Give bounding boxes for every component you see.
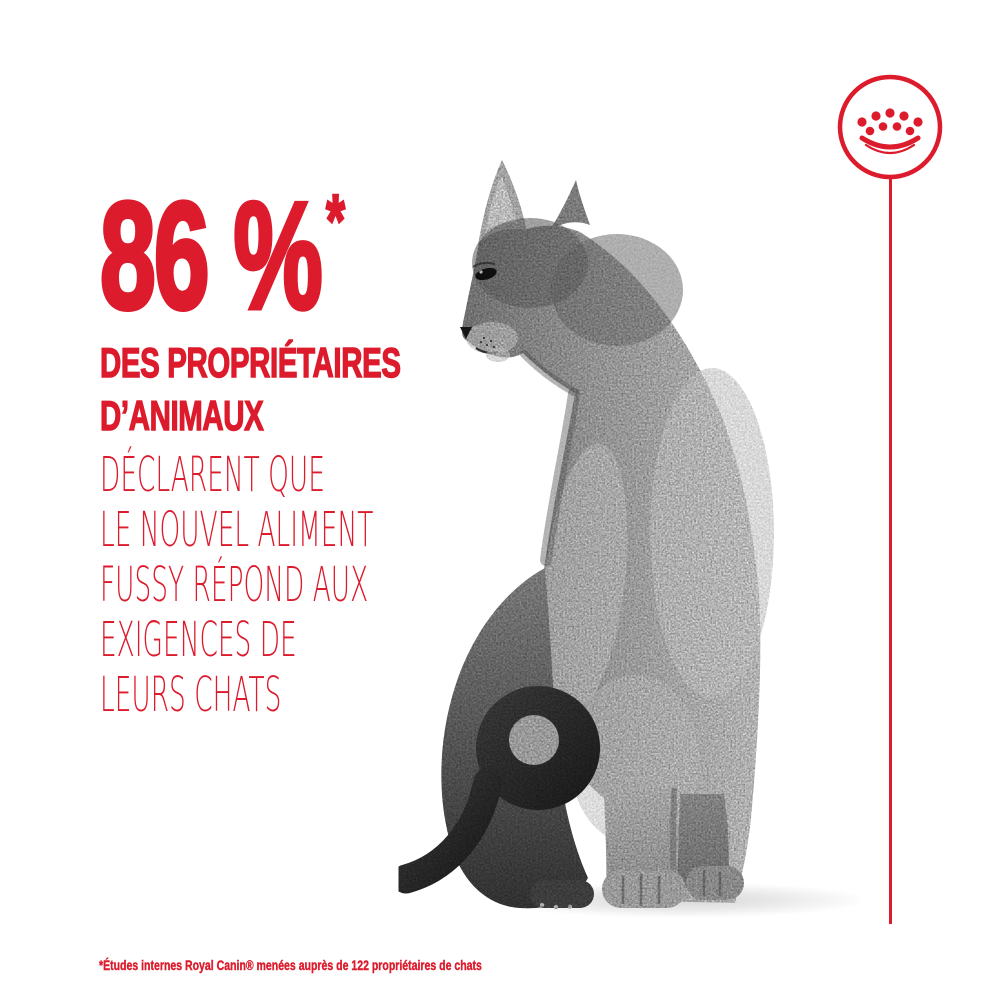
crown-band-thin xyxy=(864,143,916,155)
stat-value: 86 % xyxy=(98,171,324,341)
cat-back-highlight xyxy=(650,368,774,698)
headline-light: DÉCLARENT QUE LE NOUVEL ALIMENT FUSSY RÉ… xyxy=(100,448,373,723)
stat-asterisk: * xyxy=(325,179,346,262)
cat-brow-line xyxy=(472,262,496,268)
stat-86-percent: 86 %* xyxy=(98,178,346,335)
logo-circle xyxy=(837,74,943,180)
cat-toe-lines-far xyxy=(702,870,722,896)
crown-logo-icon xyxy=(837,74,943,180)
cat-photo xyxy=(391,160,860,918)
cat-muzzle-highlight xyxy=(466,322,518,354)
logo-stem-line xyxy=(889,176,892,924)
cat-claw xyxy=(567,904,573,910)
cat-toe-lines-near xyxy=(621,874,661,906)
crown-band xyxy=(859,135,921,150)
cat-eye-highlight xyxy=(479,270,483,274)
headline-light-line: DÉCLARENT QUE xyxy=(100,447,325,503)
headline-bold-line: D’ANIMAUX xyxy=(100,391,265,439)
cat-tail-sweep xyxy=(391,767,503,894)
royal-canin-logo xyxy=(835,72,945,182)
cat-hind-paw xyxy=(530,880,594,908)
cat-neck-shadow-line xyxy=(540,388,580,566)
cat-nose xyxy=(460,327,472,339)
headline-light-line: LE NOUVEL ALIMENT xyxy=(100,502,374,558)
cat-paw-near xyxy=(602,870,686,908)
cat-chest-highlight xyxy=(542,443,628,713)
cat-tail-curl xyxy=(476,686,601,810)
cat-front-leg-far xyxy=(677,794,729,888)
headline-light-line: EXIGENCES DE xyxy=(100,612,297,668)
cat-ear-inner xyxy=(486,176,517,231)
cat-paw-far xyxy=(686,866,744,900)
cat-whisker-dots xyxy=(479,336,496,349)
headline-bold-line: DES PROPRIÉTAIRES xyxy=(100,338,402,386)
cat-ear-back xyxy=(550,180,590,230)
cat-claw xyxy=(539,902,545,908)
footnote: *Études internes Royal Canin® menées aup… xyxy=(99,958,482,973)
cat-tail-loop-gap xyxy=(509,708,563,772)
cat-chin-highlight xyxy=(486,348,510,362)
cat-claw xyxy=(553,904,559,910)
headline-light-line: LEURS CHATS xyxy=(100,667,282,723)
crown-pearls xyxy=(857,108,923,136)
cat-jaw-shadow-line xyxy=(520,350,578,396)
cat-front-leg-near xyxy=(606,788,672,892)
headline-bold: DES PROPRIÉTAIRES D’ANIMAUX xyxy=(100,336,402,442)
headline-light-line: FUSSY RÉPOND AUX xyxy=(100,557,369,613)
cat-nape-shading xyxy=(551,234,683,346)
